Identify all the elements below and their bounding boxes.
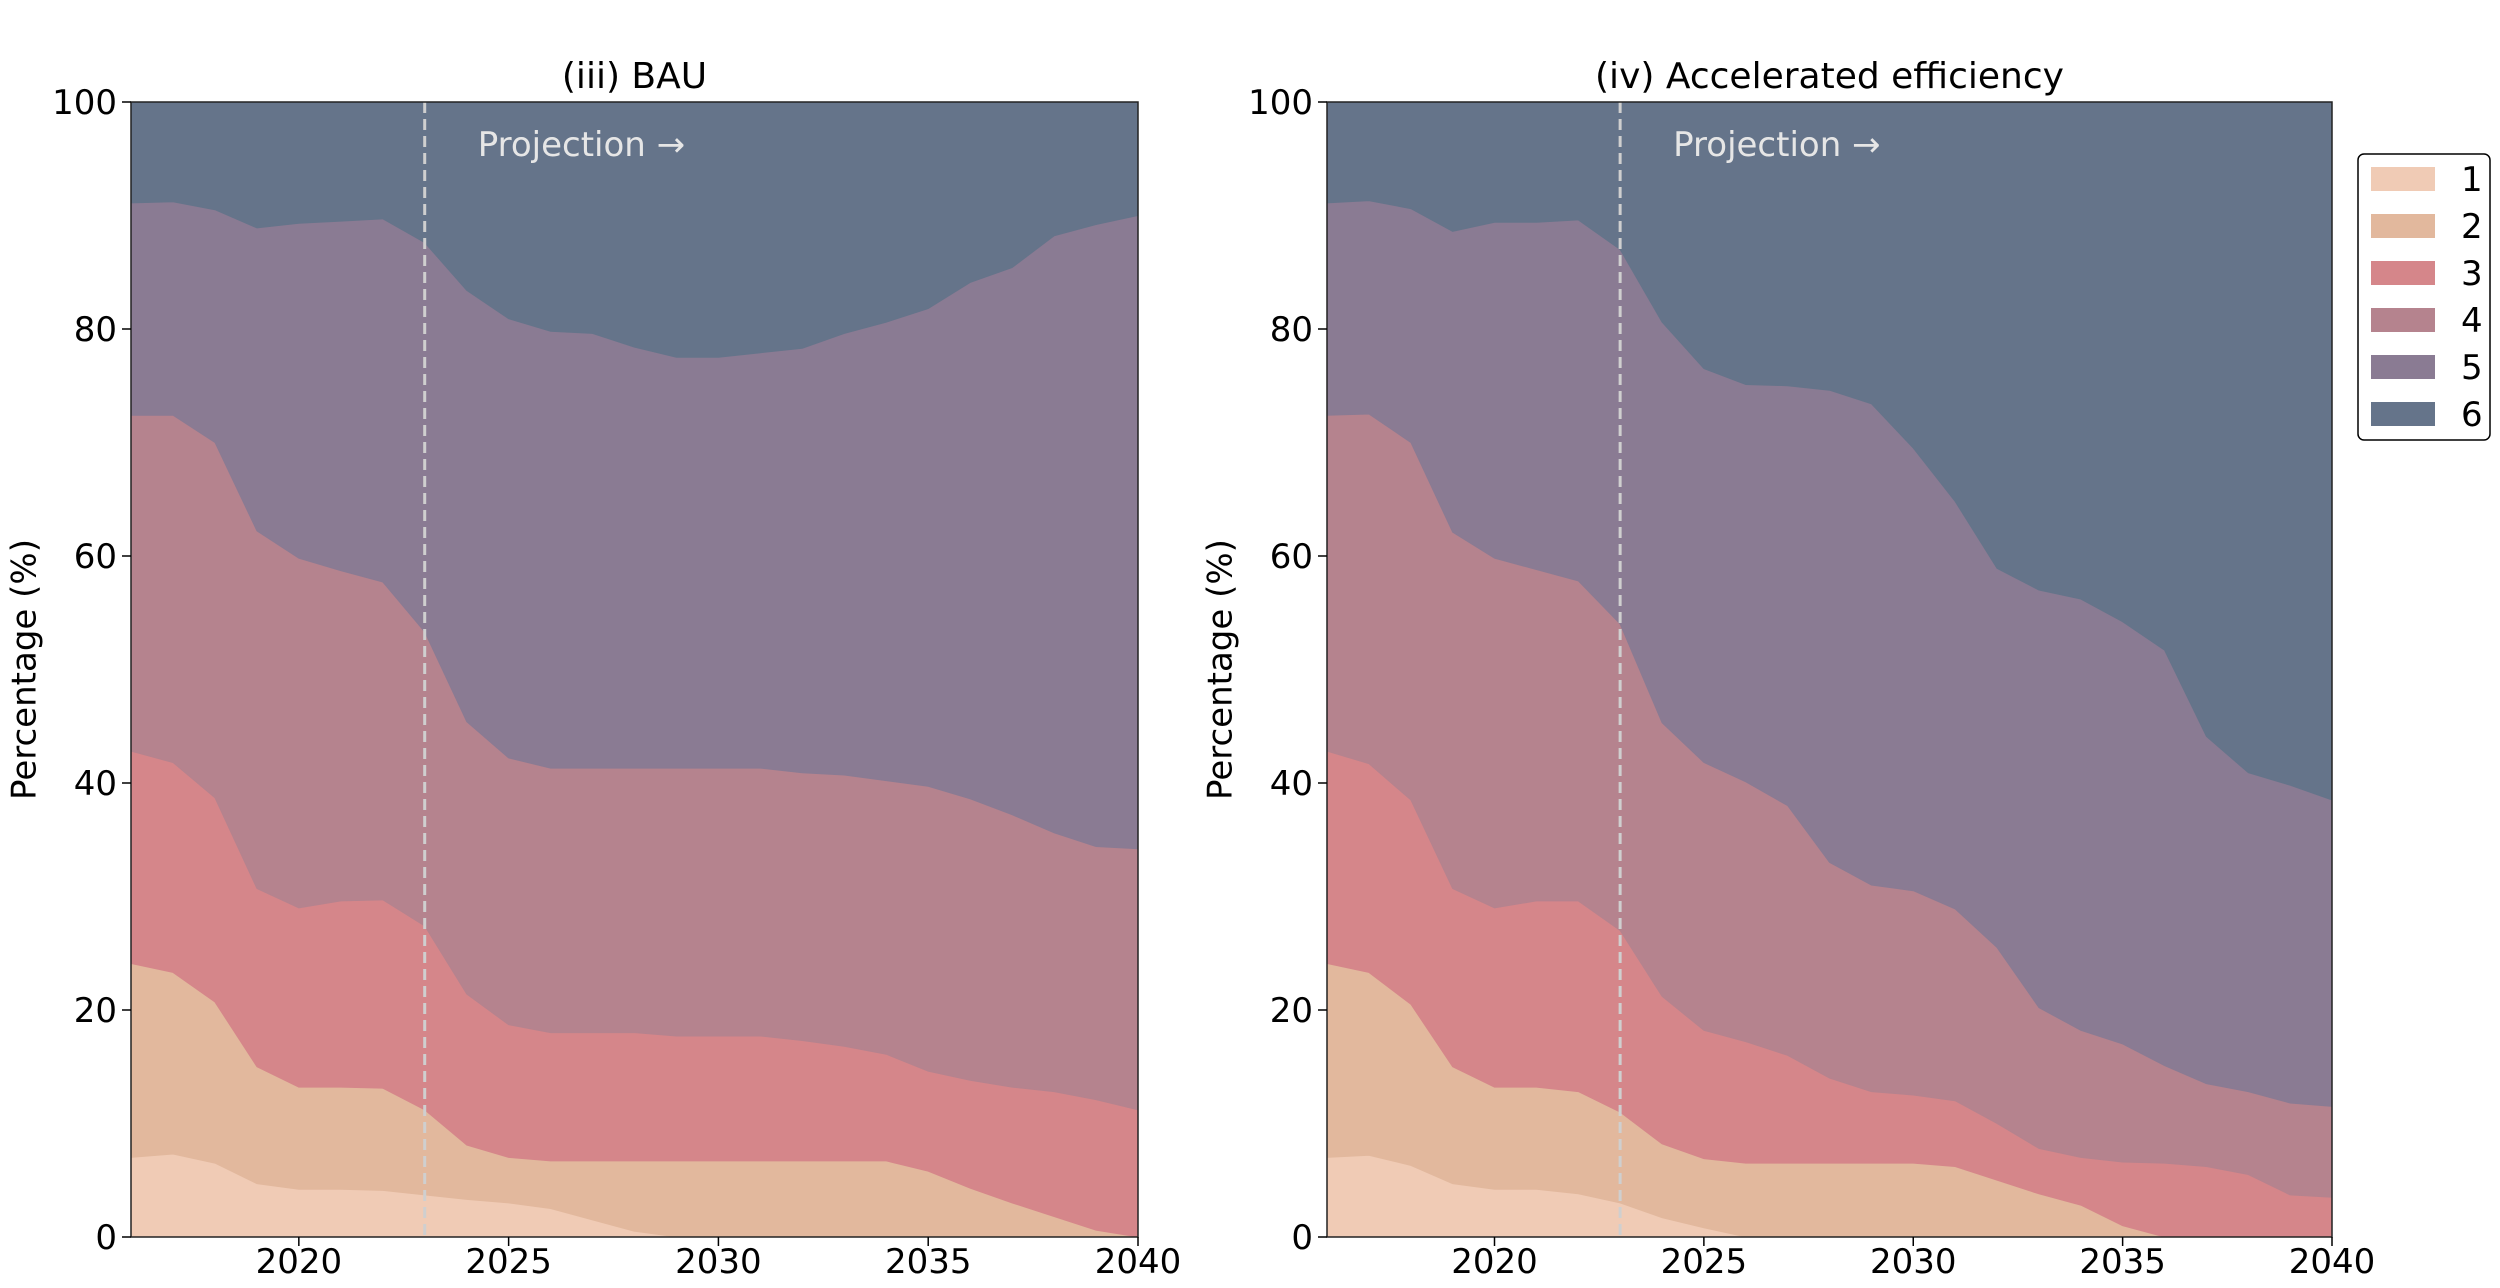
x-tick-label: 2030: [675, 1242, 762, 1282]
legend-label-4: 4: [2461, 301, 2483, 341]
y-tick-label: 60: [74, 537, 117, 577]
x-tick-label: 2040: [2289, 1242, 2376, 1282]
x-tick-label: 2020: [256, 1242, 343, 1282]
legend-swatch-1: [2371, 167, 2435, 191]
legend: 1 2 3 4 5 6: [2357, 153, 2491, 441]
x-tick-label: 2040: [1095, 1242, 1182, 1282]
y-tick-label: 20: [1270, 991, 1313, 1031]
legend-swatch-3: [2371, 261, 2435, 285]
projection-label: Projection →: [478, 125, 685, 165]
x-tick-label: 2035: [885, 1242, 972, 1282]
chart-title: (iii) BAU: [562, 56, 707, 97]
y-tick-label: 40: [1270, 764, 1313, 804]
x-tick-label: 2030: [1870, 1242, 1957, 1282]
y-tick-label: 0: [1291, 1218, 1313, 1258]
legend-label-5: 5: [2461, 348, 2483, 388]
chart-title: (iv) Accelerated efficiency: [1595, 56, 2064, 97]
panel-accelerated-efficiency: Projection → (iv) Accelerated efficiency 0…: [1201, 56, 2376, 1282]
y-tick-label: 40: [74, 764, 117, 804]
legend-label-3: 3: [2461, 254, 2483, 294]
y-tick-label: 20: [74, 991, 117, 1031]
y-tick-label: 100: [52, 83, 117, 123]
legend-swatch-5: [2371, 355, 2435, 379]
legend-label-1: 1: [2461, 160, 2483, 200]
projection-label: Projection →: [1673, 125, 1880, 165]
legend-label-6: 6: [2461, 395, 2483, 435]
y-axis-label: Percentage (%): [1201, 539, 1241, 800]
x-tick-label: 2025: [1661, 1242, 1748, 1282]
x-tick-label: 2035: [2079, 1242, 2166, 1282]
plot-frame: [130, 101, 1139, 1238]
legend-label-2: 2: [2461, 207, 2483, 247]
y-tick-label: 80: [74, 310, 117, 350]
plot-frame: [1326, 101, 2333, 1238]
legend-swatch-2: [2371, 214, 2435, 238]
y-axis-label: Percentage (%): [5, 539, 45, 800]
legend-swatch-6: [2371, 402, 2435, 426]
x-tick-label: 2025: [465, 1242, 552, 1282]
x-tick-label: 2020: [1451, 1242, 1538, 1282]
legend-swatch-4: [2371, 308, 2435, 332]
y-tick-label: 100: [1248, 83, 1313, 123]
y-tick-label: 60: [1270, 537, 1313, 577]
y-tick-label: 80: [1270, 310, 1313, 350]
y-tick-label: 0: [95, 1218, 117, 1258]
